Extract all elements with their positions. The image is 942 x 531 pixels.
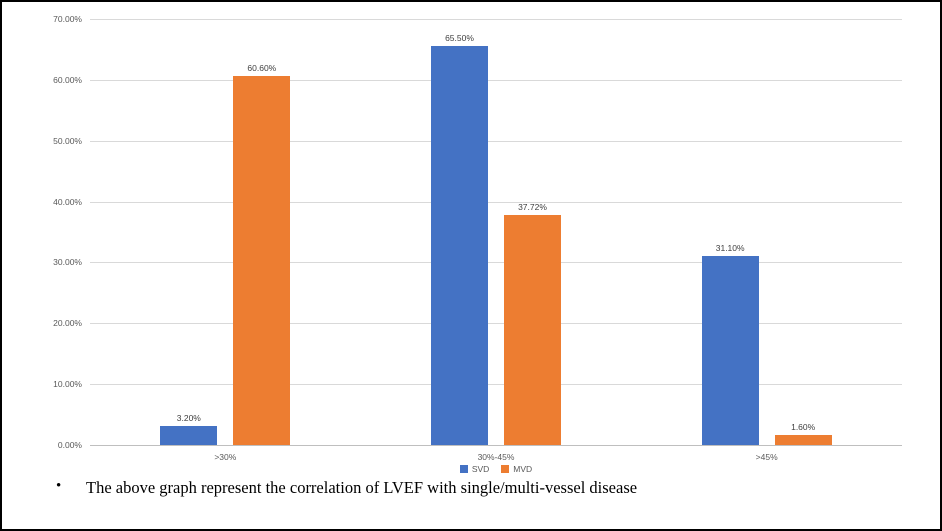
legend-item-svd: SVD xyxy=(459,464,490,474)
y-axis-tick-label: 70.00% xyxy=(53,14,82,24)
gridline xyxy=(90,79,902,81)
legend-swatch-icon xyxy=(459,465,468,473)
x-axis-category-label: 30%-45% xyxy=(477,452,515,462)
x-axis-category-label: >30% xyxy=(214,452,237,462)
bar-mvd-3 xyxy=(774,435,832,445)
y-axis-tick-label: 20.00% xyxy=(53,318,82,329)
bullet-marker: • xyxy=(56,478,62,494)
bar-mvd-1 xyxy=(233,76,291,445)
value-label: 60.60% xyxy=(247,63,277,74)
caption: • The above graph represent the correlat… xyxy=(52,478,912,498)
x-axis-line xyxy=(90,445,902,446)
y-axis-tick-label: 50.00% xyxy=(53,135,82,146)
legend-label: MVD xyxy=(513,464,533,474)
bar-svd-1 xyxy=(160,425,218,445)
y-axis-tick-label: 40.00% xyxy=(53,196,82,207)
bar-svd-2 xyxy=(431,46,488,445)
gridline xyxy=(90,19,902,20)
value-label: 1.60% xyxy=(791,422,816,433)
y-axis-tick-label: 0.00% xyxy=(57,440,82,450)
caption-text: The above graph represent the correlatio… xyxy=(86,478,638,497)
value-label: 37.72% xyxy=(518,202,547,213)
gridline xyxy=(90,262,902,264)
x-axis-category-label: >45% xyxy=(755,452,778,462)
bar-mvd-2 xyxy=(504,215,561,445)
chart-legend: SVD MVD xyxy=(90,464,902,474)
gridline xyxy=(90,323,902,325)
y-axis-tick-label: 10.00% xyxy=(53,379,82,390)
value-label: 65.50% xyxy=(445,33,474,44)
y-axis-tick-label: 30.00% xyxy=(53,257,82,268)
legend-swatch-icon xyxy=(501,465,510,473)
value-label: 31.10% xyxy=(715,242,745,253)
gridline xyxy=(90,201,902,203)
gridline xyxy=(90,140,902,142)
legend-label: SVD xyxy=(471,464,490,474)
gridline xyxy=(90,384,902,386)
legend-item-mvd: MVD xyxy=(501,464,532,474)
value-label: 3.20% xyxy=(176,412,201,423)
bar-svd-3 xyxy=(701,255,759,445)
y-axis-tick-label: 60.00% xyxy=(53,74,82,85)
